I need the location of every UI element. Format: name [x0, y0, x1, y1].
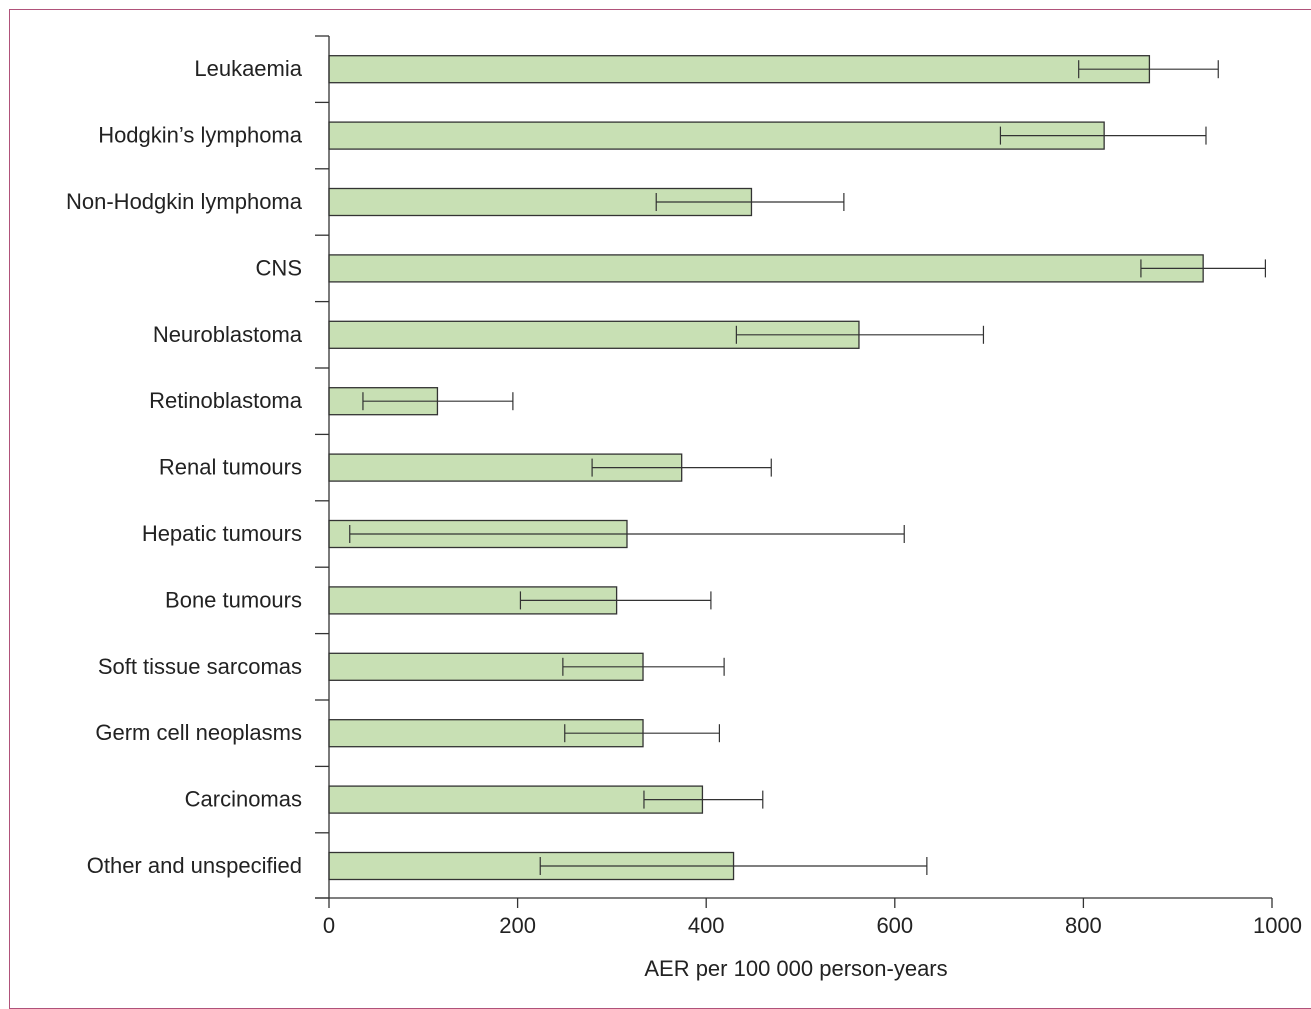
figure-frame: [9, 9, 1311, 1009]
category-label-0: Leukaemia: [194, 56, 302, 81]
x-tick-label-3: 600: [876, 913, 913, 938]
category-label-8: Bone tumours: [165, 587, 302, 612]
bars-group: [328, 55, 1204, 881]
category-label-12: Other and unspecified: [87, 853, 302, 878]
bar-0: [328, 55, 1151, 84]
x-tick-label-0: 0: [323, 913, 335, 938]
category-label-1: Hodgkin’s lymphoma: [98, 123, 303, 148]
bar-3: [328, 254, 1204, 283]
category-label-6: Renal tumours: [159, 455, 302, 480]
x-tick-label-2: 400: [688, 913, 725, 938]
x-tick-label-4: 800: [1065, 913, 1102, 938]
x-tick-label-1: 200: [499, 913, 536, 938]
category-label-9: Soft tissue sarcomas: [98, 654, 302, 679]
category-label-2: Non-Hodgkin lymphoma: [66, 189, 303, 214]
x-axis-label: AER per 100 000 person-years: [644, 956, 947, 981]
error-bars-group: [349, 60, 1266, 875]
category-label-11: Carcinomas: [185, 787, 302, 812]
category-label-10: Germ cell neoplasms: [95, 720, 302, 745]
category-label-7: Hepatic tumours: [142, 521, 302, 546]
category-labels: Leukaemia Hodgkin’s lymphoma Non-Hodgkin l…: [66, 56, 303, 878]
bar-1: [328, 121, 1105, 150]
category-label-4: Neuroblastoma: [153, 322, 303, 347]
category-label-5: Retinoblastoma: [149, 388, 303, 413]
y-axis: [315, 35, 330, 899]
x-axis: 0 200 400 600 800 1000: [315, 897, 1302, 938]
x-tick-label-5: 1000: [1253, 913, 1302, 938]
bar-11: [328, 785, 704, 814]
category-label-3: CNS: [256, 255, 302, 280]
